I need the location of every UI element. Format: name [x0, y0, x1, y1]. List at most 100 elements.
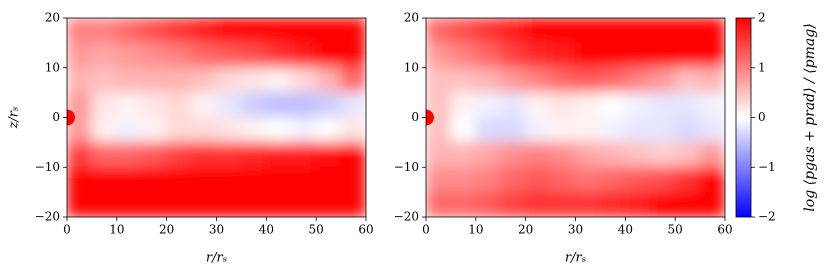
heatmap-cell: [475, 117, 502, 143]
heatmap-cell: [116, 67, 143, 94]
heatmap-cell: [315, 92, 342, 118]
heatmap-cell: [116, 191, 143, 217]
x-tick-label: 40: [618, 223, 633, 237]
heatmap-cell: [649, 166, 676, 193]
heatmap-cell: [191, 42, 217, 69]
heatmap-cell: [525, 117, 552, 143]
heatmap-cell: [575, 191, 601, 217]
heatmap-cell: [340, 191, 366, 217]
heatmap-cell: [315, 42, 342, 69]
y-tick-label: −20: [35, 210, 60, 224]
heatmap-cell: [500, 67, 527, 94]
heatmap-cell: [265, 191, 292, 217]
heatmap-cell: [91, 141, 118, 168]
heatmap-cell: [340, 166, 366, 193]
x-tick-label: 50: [668, 223, 683, 237]
heatmap-cell: [426, 166, 452, 193]
heatmap-cell: [624, 191, 651, 217]
heatmap-cell: [649, 18, 676, 44]
y-tick-label: 10: [404, 60, 419, 74]
heatmap-cell: [315, 18, 342, 44]
heatmap-cell: [290, 166, 317, 193]
heatmap-cell: [500, 191, 527, 217]
heatmap-cell: [191, 67, 217, 94]
heatmap-cell: [340, 117, 366, 143]
heatmap-cell: [475, 141, 502, 168]
heatmap-cell: [265, 92, 292, 118]
heatmap-cell: [191, 191, 217, 217]
heatmap-cell: [525, 67, 552, 94]
heatmap-cell: [575, 92, 601, 118]
heatmap-cell: [475, 92, 502, 118]
y-tick-label: 20: [45, 11, 60, 25]
x-tick-label: 0: [422, 223, 430, 237]
heatmap-cell: [91, 18, 118, 44]
x-tick-label: 30: [209, 223, 224, 237]
heatmap-cell: [450, 67, 477, 94]
heatmap-cells: [426, 18, 725, 217]
heatmap-cell: [216, 166, 242, 193]
heatmap-cell: [265, 42, 292, 69]
heatmap-cell: [550, 92, 576, 118]
heatmap-cell: [624, 18, 651, 44]
heatmap-cell: [141, 18, 168, 44]
heatmap-cell: [191, 166, 217, 193]
heatmap-cell: [141, 92, 168, 118]
heatmap-cell: [265, 18, 292, 44]
heatmap-cell: [166, 166, 193, 193]
colorbar-tick-label: 1: [758, 60, 766, 74]
heatmap-cell: [450, 42, 477, 69]
y-tick-label: −20: [394, 210, 419, 224]
heatmap-cell: [340, 141, 366, 168]
heatmap-cell: [500, 141, 527, 168]
heatmap-cell: [674, 191, 701, 217]
x-tick-label: 60: [358, 223, 373, 237]
heatmap-cell: [91, 67, 118, 94]
heatmap-cell: [649, 92, 676, 118]
heatmap-cell: [141, 67, 168, 94]
x-tick-label: 20: [518, 223, 533, 237]
heatmap-cell: [699, 42, 725, 69]
heatmap-cell: [525, 141, 552, 168]
heatmap-cell: [624, 117, 651, 143]
heatmap-cell: [525, 18, 552, 44]
heatmap-cell: [290, 18, 317, 44]
heatmap-cell: [599, 42, 626, 69]
heatmap-cell: [315, 117, 342, 143]
heatmap-cell: [450, 92, 477, 118]
heatmap-cell: [550, 42, 576, 69]
heatmap-cell: [575, 166, 601, 193]
heatmap-cell: [340, 67, 366, 94]
heatmap-cell: [450, 166, 477, 193]
heatmap-cell: [500, 42, 527, 69]
heatmap-cell: [575, 42, 601, 69]
heatmap-cell: [67, 18, 93, 44]
heatmap-cell: [166, 117, 193, 143]
heatmap-cell: [525, 42, 552, 69]
heatmap-cell: [166, 141, 193, 168]
heatmap-cell: [426, 42, 452, 69]
heatmap-cell: [450, 141, 477, 168]
heatmap-cell: [649, 141, 676, 168]
x-tick-label: 10: [109, 223, 124, 237]
x-tick-label: 50: [309, 223, 324, 237]
y-tick-label: 10: [45, 60, 60, 74]
heatmap-cell: [340, 42, 366, 69]
heatmap-cell: [699, 92, 725, 118]
heatmap-cell: [91, 191, 118, 217]
heatmap-cell: [67, 141, 93, 168]
heatmap-cell: [550, 141, 576, 168]
heatmap-cell: [525, 92, 552, 118]
heatmap-cell: [624, 141, 651, 168]
heatmap-cell: [426, 191, 452, 217]
heatmap-cell: [141, 166, 168, 193]
heatmap-cell: [216, 92, 242, 118]
x-tick-label: 30: [568, 223, 583, 237]
heatmap-cell: [91, 42, 118, 69]
heatmap-cell: [265, 67, 292, 94]
heatmap-cell: [141, 42, 168, 69]
y-tick-label: −10: [394, 160, 419, 174]
heatmap-cell: [67, 42, 93, 69]
x-tick-label: 0: [63, 223, 71, 237]
